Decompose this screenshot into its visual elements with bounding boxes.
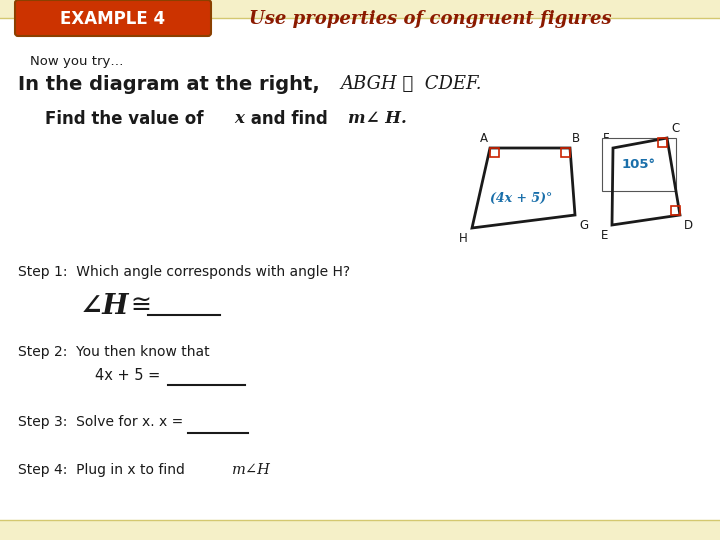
- Text: Step 1:  Which angle corresponds with angle H?: Step 1: Which angle corresponds with ang…: [18, 265, 350, 279]
- Text: Step 3:  Solve for x. x =: Step 3: Solve for x. x =: [18, 415, 188, 429]
- Text: m∠ H.: m∠ H.: [348, 110, 407, 127]
- Bar: [671, 206, 680, 215]
- Text: Now you try…: Now you try…: [30, 55, 124, 68]
- Text: ABGH ≅  CDEF.: ABGH ≅ CDEF.: [340, 75, 482, 93]
- Bar: [561, 148, 570, 157]
- Text: B: B: [572, 132, 580, 145]
- Text: F: F: [603, 132, 609, 145]
- Text: D: D: [684, 219, 693, 232]
- Text: m∠H: m∠H: [232, 463, 271, 477]
- Text: H: H: [459, 232, 468, 245]
- Text: ∠H: ∠H: [80, 293, 130, 320]
- Text: Step 2:  You then know that: Step 2: You then know that: [18, 345, 210, 359]
- Bar: [0, 0, 720, 18]
- Text: ≅: ≅: [130, 293, 151, 317]
- Text: (4x + 5)°: (4x + 5)°: [490, 192, 552, 205]
- Bar: [0, 520, 720, 540]
- Text: In the diagram at the right,: In the diagram at the right,: [18, 75, 326, 94]
- Text: 105°: 105°: [622, 158, 656, 171]
- Text: C: C: [671, 122, 679, 135]
- Text: Use properties of congruent figures: Use properties of congruent figures: [248, 10, 611, 28]
- Text: x: x: [234, 110, 244, 127]
- Text: E: E: [600, 229, 608, 242]
- Text: Step 4:  Plug in x to find: Step 4: Plug in x to find: [18, 463, 189, 477]
- Text: 4x + 5 =: 4x + 5 =: [95, 368, 161, 383]
- Text: Find the value of: Find the value of: [45, 110, 210, 128]
- Bar: [658, 138, 667, 147]
- Text: and find: and find: [245, 110, 333, 128]
- Text: A: A: [480, 132, 488, 145]
- Text: EXAMPLE 4: EXAMPLE 4: [60, 10, 166, 28]
- FancyBboxPatch shape: [15, 0, 211, 36]
- Text: G: G: [579, 219, 588, 232]
- Bar: [490, 148, 499, 157]
